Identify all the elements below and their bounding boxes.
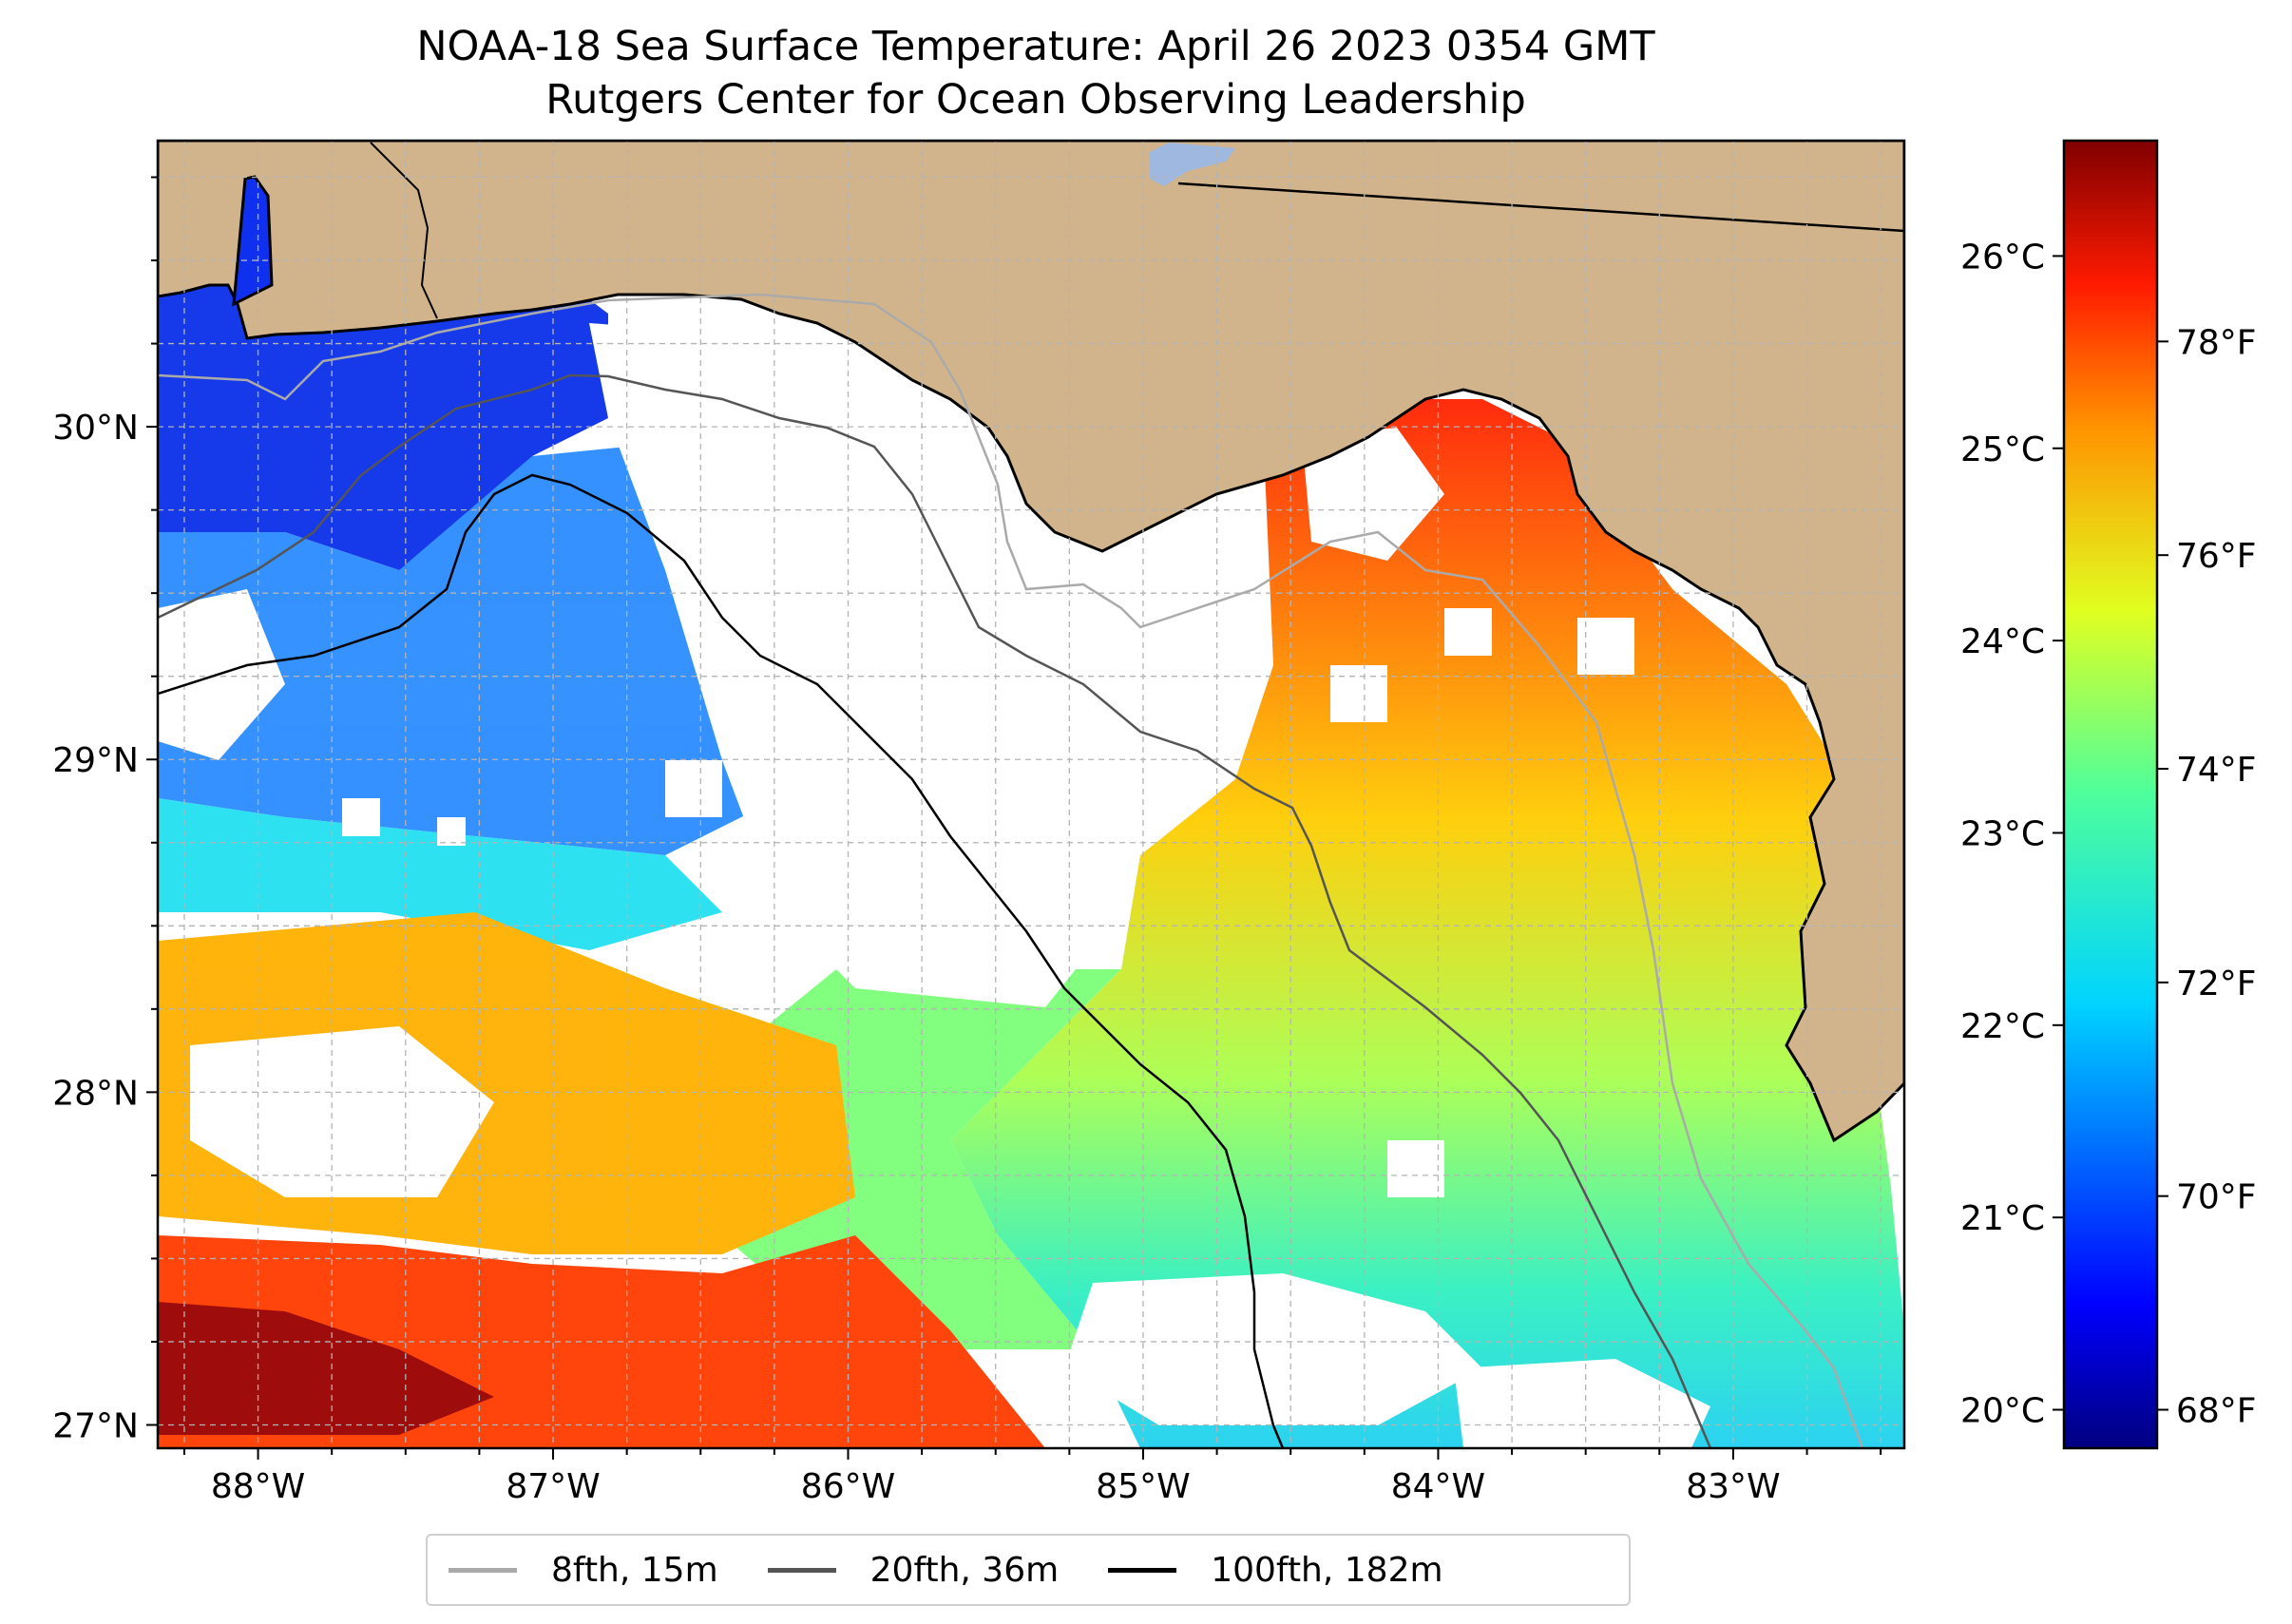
colorbar-celsius-label: 22°C — [1960, 1007, 2045, 1046]
lat-tick-label: 30°N — [52, 409, 139, 448]
colorbar-fahrenheit-axis: 78°F 76°F 74°F 72°F 70°F 68°F — [2157, 323, 2257, 1431]
map-subtitle: Rutgers Center for Ocean Observing Leade… — [545, 76, 1526, 124]
legend-item-8fth: 8fth, 15m — [449, 1551, 718, 1590]
map-panel — [158, 141, 1904, 1448]
isobath-20fth-36m — [158, 373, 1712, 1448]
mobile-bay — [232, 175, 274, 307]
colorbar-celsius-label: 25°C — [1960, 430, 2045, 469]
cloud-gap-square-6 — [437, 817, 466, 846]
colorbar-fahrenheit-label: 76°F — [2176, 537, 2257, 576]
lon-tick-label: 86°W — [801, 1467, 895, 1506]
colorbar: 26°C 25°C 24°C 23°C 22°C 21°C 20°C 78°F 76°F 74°… — [1960, 139, 2257, 1450]
lon-tick-label: 83°W — [1686, 1467, 1780, 1506]
legend-swatch-8fth — [449, 1567, 517, 1573]
cloud-gap-southeast — [1454, 1359, 1710, 1448]
colorbar-celsius-axis: 26°C 25°C 24°C 23°C 22°C 21°C 20°C — [1960, 238, 2064, 1431]
cloud-gap-square-7 — [665, 760, 722, 817]
cloud-gap-east — [1302, 428, 1444, 561]
lake — [1150, 143, 1235, 186]
lat-tick-label: 29°N — [52, 741, 139, 780]
legend-label-8fth: 8fth, 15m — [551, 1550, 718, 1590]
cloud-gap-west — [158, 589, 285, 760]
lon-tick-label: 84°W — [1391, 1467, 1485, 1506]
legend-item-100fth: 100fth, 182m — [1108, 1550, 1443, 1590]
colorbar-fahrenheit-label: 72°F — [2176, 965, 2257, 1003]
colorbar-gradient — [2062, 139, 2159, 1450]
longitude-axis: 88°W 87°W 86°W 85°W 84°W 83°W — [182, 1448, 1882, 1506]
legend-swatch-100fth — [1108, 1567, 1177, 1573]
lon-tick-label: 85°W — [1096, 1467, 1190, 1506]
land-mass — [158, 141, 1904, 1143]
colorbar-celsius-label: 23°C — [1960, 814, 2045, 853]
sst-mid-water-region — [158, 798, 722, 950]
latitude-axis: 30°N 29°N 28°N 27°N — [52, 176, 158, 1445]
colorbar-fahrenheit-label: 78°F — [2176, 323, 2257, 362]
isobath-8fth-15m — [158, 293, 1864, 1448]
state-border-north — [370, 142, 438, 319]
cloud-gap-southwest — [190, 1026, 494, 1197]
legend-label-100fth: 100fth, 182m — [1211, 1550, 1443, 1590]
colorbar-celsius-label: 26°C — [1960, 238, 2045, 277]
lon-tick-label: 88°W — [211, 1467, 305, 1506]
isobaths — [158, 293, 1864, 1448]
isobath-100fth-182m — [158, 473, 1285, 1448]
state-border — [1177, 182, 1904, 233]
map-frame — [156, 139, 1906, 1450]
colorbar-celsius-label: 20°C — [1960, 1392, 2045, 1431]
colorbar-fahrenheit-label: 68°F — [2176, 1392, 2257, 1431]
lon-tick-label: 87°W — [506, 1467, 600, 1506]
cloud-gap-square-4 — [1387, 1140, 1444, 1197]
isobath-legend: 8fth, 15m 20fth, 36m 100fth, 182m — [426, 1534, 1631, 1606]
cloud-gap-square-1 — [1330, 665, 1387, 722]
legend-swatch-20fth — [767, 1567, 836, 1573]
cloud-gap-square-2 — [1444, 608, 1492, 656]
cloud-gap-square-3 — [1577, 618, 1634, 675]
cloud-gap-south — [1064, 1273, 1482, 1425]
colorbar-fahrenheit-label: 74°F — [2176, 751, 2257, 790]
cloud-gap-square-5 — [342, 798, 380, 836]
lat-tick-label: 27°N — [52, 1406, 139, 1445]
colorbar-celsius-label: 24°C — [1960, 622, 2045, 661]
lat-tick-label: 28°N — [52, 1074, 139, 1113]
map-gridlines — [158, 141, 1904, 1448]
legend-item-20fth: 20fth, 36m — [767, 1550, 1060, 1590]
sst-hottest-patch — [158, 1302, 494, 1435]
legend-label-20fth: 20fth, 36m — [869, 1550, 1060, 1590]
sst-field — [158, 285, 1904, 1448]
colorbar-celsius-label: 21°C — [1960, 1199, 2045, 1238]
colorbar-fahrenheit-label: 70°F — [2176, 1178, 2257, 1217]
map-title: NOAA-18 Sea Surface Temperature: April 2… — [416, 23, 1655, 70]
sst-eastern-shelf-region — [950, 399, 1904, 1448]
cloud-gaps — [158, 323, 1710, 1448]
